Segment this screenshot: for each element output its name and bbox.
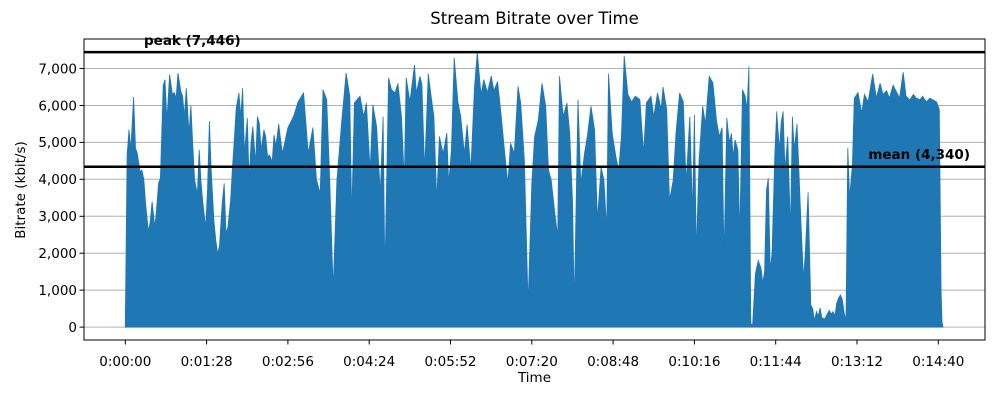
chart-title: Stream Bitrate over Time [430, 9, 639, 28]
x-tick-label: 0:13:12 [831, 354, 883, 370]
x-tick-label: 0:14:40 [912, 354, 964, 370]
axes-box [83, 38, 986, 341]
y-tick-label: 6,000 [38, 98, 77, 114]
x-tick-label: 0:02:56 [262, 354, 314, 370]
y-tick-label: 3,000 [38, 209, 77, 225]
x-tick-label: 0:11:44 [750, 354, 802, 370]
ref-lines [84, 50, 985, 169]
y-axis-label: Bitrate (kbit/s) [13, 141, 29, 239]
y-tick-label: 7,000 [38, 61, 77, 77]
y-tick-label: 1,000 [38, 283, 77, 299]
x-tick-label: 0:05:52 [424, 354, 476, 370]
y-axis-ticks: 0 1,000 2,000 3,000 4,000 5,000 6,000 7,000 [38, 61, 84, 336]
y-tick-label: 0 [68, 320, 77, 336]
y-tick-label: 2,000 [38, 246, 77, 262]
x-tick-label: 0:08:48 [587, 354, 639, 370]
x-tick-label: 0:01:28 [181, 354, 233, 370]
bitrate-area [124, 52, 944, 328]
y-tick-label: 5,000 [38, 135, 77, 151]
x-tick-label: 0:10:16 [668, 354, 720, 370]
x-tick-label: 0:04:24 [343, 354, 395, 370]
area-series [124, 52, 944, 328]
x-tick-label: 0:00:00 [99, 354, 151, 370]
x-tick-label: 0:07:20 [506, 354, 558, 370]
y-tick-label: 4,000 [38, 172, 77, 188]
peak-annotation: peak (7,446) [144, 33, 241, 49]
axes-spines [83, 38, 986, 341]
x-axis-ticks: 0:00:00 0:01:28 0:02:56 0:04:24 0:05:52 0:07:… [99, 340, 964, 370]
mean-annotation: mean (4,340) [868, 147, 970, 163]
x-axis-label: Time [517, 370, 552, 386]
